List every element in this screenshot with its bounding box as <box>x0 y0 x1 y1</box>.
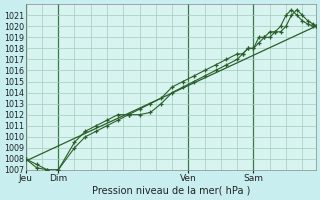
X-axis label: Pression niveau de la mer( hPa ): Pression niveau de la mer( hPa ) <box>92 186 250 196</box>
